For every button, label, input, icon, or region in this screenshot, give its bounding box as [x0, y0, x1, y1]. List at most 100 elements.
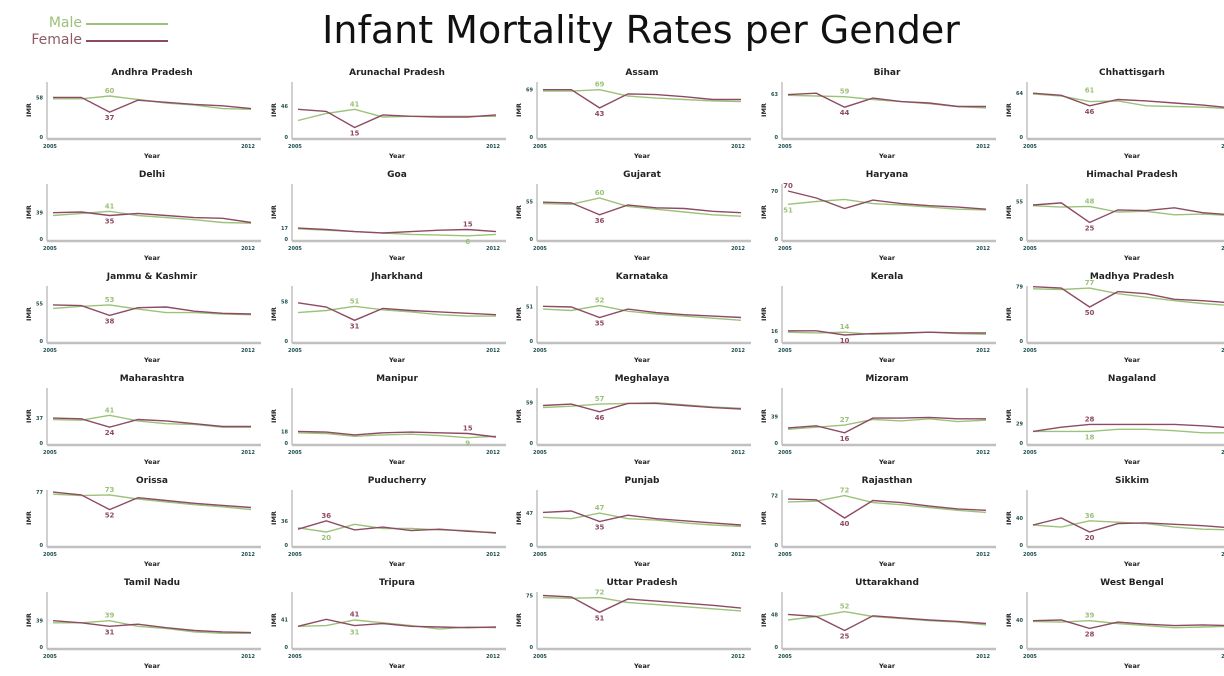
y-tick-label: 0: [1020, 441, 1024, 447]
panel-jharkhand: Jharkhand 0 58 2005 2012 Year IMR 51 31: [270, 272, 506, 364]
series-line-female: [1032, 202, 1224, 224]
x-tick-label: 2005: [1023, 246, 1037, 252]
x-axis-label: Year: [388, 356, 406, 364]
x-tick-label: 2012: [241, 552, 255, 558]
y-axis-label: IMR: [1005, 103, 1013, 117]
data-label-female: 31: [350, 322, 360, 330]
x-axis-label: Year: [1123, 560, 1141, 568]
panel-goa: Goa 0 17 2005 2012 Year IMR 6 15: [270, 170, 506, 262]
x-tick-label: 2012: [976, 348, 990, 354]
x-tick-label: 2012: [1221, 654, 1224, 660]
x-tick-label: 2005: [288, 348, 302, 354]
series-line-male: [52, 414, 251, 428]
x-tick-label: 2005: [778, 654, 792, 660]
y-tick-label: 18: [281, 429, 288, 435]
panel-title: West Bengal: [1100, 578, 1163, 588]
panel-nagaland: Nagaland 0 29 2005 2012 Year IMR 18 28: [1005, 374, 1224, 466]
panel-title: Meghalaya: [615, 374, 670, 384]
series-line-male: [52, 304, 252, 316]
series-line-female: [297, 108, 497, 129]
series-line-male: [787, 198, 987, 211]
x-tick-label: 2012: [486, 552, 500, 558]
x-axis-label: Year: [388, 458, 406, 466]
x-tick-label: 2005: [43, 246, 57, 252]
data-label-female: 15: [350, 130, 360, 138]
data-label-male: 52: [840, 603, 850, 611]
data-label-male: 51: [350, 297, 360, 305]
data-label-female: 51: [595, 614, 605, 622]
panel-title: Uttar Pradesh: [607, 578, 678, 588]
y-axis-label: IMR: [760, 511, 768, 525]
legend-swatch-male: [86, 23, 168, 25]
panel-west-bengal: West Bengal 0 40 2005 2012 Year IMR 39 28: [1005, 578, 1224, 670]
data-label-female: 28: [1085, 415, 1095, 423]
data-label-male: 31: [350, 628, 360, 636]
panel-manipur: Manipur 0 18 2005 2012 Year IMR 9 15: [270, 374, 506, 466]
legend: Male Female: [20, 12, 180, 52]
panel-title: Maharashtra: [120, 374, 185, 384]
x-axis-label: Year: [1123, 356, 1141, 364]
y-axis-label: IMR: [760, 613, 768, 627]
panel-title: Madhya Pradesh: [1090, 272, 1174, 282]
data-label-male: 73: [105, 486, 115, 494]
x-tick-label: 2012: [976, 552, 990, 558]
data-label-male: 14: [840, 323, 850, 331]
y-tick-label: 48: [771, 612, 778, 618]
panel-andhra-pradesh: Andhra Pradesh 0 58 2005 2012 Year IMR 60 37: [25, 68, 261, 160]
x-tick-label: 2012: [241, 348, 255, 354]
x-axis-label: Year: [878, 458, 896, 466]
x-tick-label: 2012: [731, 348, 745, 354]
panel-haryana: Haryana 0 70 2005 2012 Year IMR 51 70: [760, 170, 996, 262]
legend-item-male: Male: [20, 14, 180, 32]
y-tick-label: 17: [281, 226, 288, 232]
series-line-female: [53, 96, 252, 113]
y-tick-label: 39: [771, 415, 778, 421]
y-tick-label: 0: [530, 237, 534, 243]
series-line-female: [297, 430, 497, 438]
y-axis-label: IMR: [515, 307, 523, 321]
x-tick-label: 2012: [1221, 552, 1224, 558]
x-tick-label: 2012: [241, 654, 255, 660]
y-tick-label: 0: [530, 441, 534, 447]
x-tick-label: 2012: [486, 348, 500, 354]
series-line-female: [788, 330, 986, 336]
y-axis-label: IMR: [25, 205, 33, 219]
data-label-male: 77: [1085, 279, 1095, 287]
legend-swatch-female: [86, 40, 168, 42]
panel-title: Mizoram: [865, 374, 908, 384]
data-label-male: 48: [1085, 197, 1095, 205]
data-label-female: 70: [783, 182, 793, 190]
panel-title: Puducherry: [368, 476, 427, 486]
series-line-female: [1032, 517, 1224, 533]
series-line-female: [1032, 92, 1224, 108]
x-tick-label: 2005: [533, 246, 547, 252]
series-line-male: [787, 610, 987, 626]
y-axis-label: IMR: [1005, 511, 1013, 525]
y-tick-label: 0: [1020, 645, 1024, 651]
panel-title: Himachal Pradesh: [1086, 170, 1178, 180]
panel-title: Kerala: [871, 272, 904, 282]
y-axis-label: IMR: [270, 307, 278, 321]
y-tick-label: 0: [530, 135, 534, 141]
data-label-male: 52: [595, 297, 605, 305]
data-label-female: 37: [105, 114, 115, 122]
y-tick-label: 0: [1020, 339, 1024, 345]
panel-title: Tripura: [379, 578, 415, 588]
panel-chhattisgarh: Chhattisgarh 0 64 2005 2012 Year IMR 61 46: [1005, 68, 1224, 160]
data-label-male: 36: [1085, 512, 1095, 520]
data-label-female: 25: [840, 633, 850, 641]
data-label-female: 43: [595, 110, 605, 118]
series-line-male: [542, 304, 742, 321]
x-axis-label: Year: [878, 356, 896, 364]
panel-title: Jammu & Kashmir: [106, 272, 198, 282]
series-line-female: [52, 491, 252, 511]
y-tick-label: 55: [1016, 200, 1023, 206]
data-label-male: 60: [105, 87, 115, 95]
x-tick-label: 2005: [288, 246, 302, 252]
y-axis-label: IMR: [270, 511, 278, 525]
x-tick-label: 2012: [486, 144, 500, 150]
x-tick-label: 2005: [778, 552, 792, 558]
series-line-male: [1033, 428, 1224, 434]
y-tick-label: 0: [1020, 135, 1024, 141]
